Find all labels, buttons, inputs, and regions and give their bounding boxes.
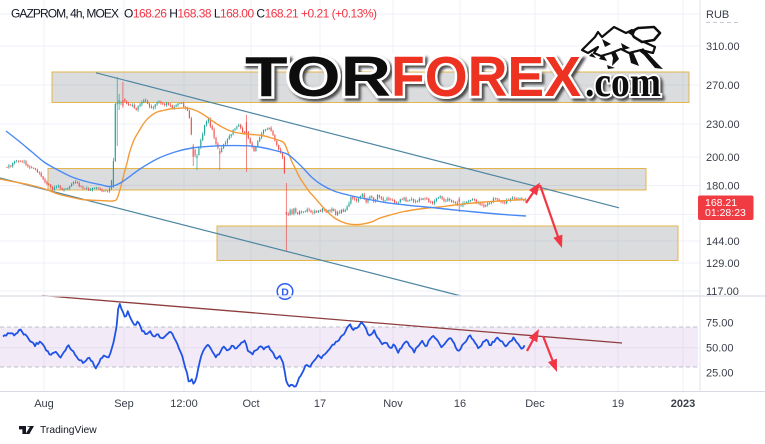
svg-text:12:00: 12:00 xyxy=(170,398,198,410)
svg-text:RUB: RUB xyxy=(706,9,729,21)
svg-text:Oct: Oct xyxy=(242,398,259,410)
svg-text:310.00: 310.00 xyxy=(706,41,740,53)
svg-text:01:28:23: 01:28:23 xyxy=(705,207,746,219)
svg-text:230.00: 230.00 xyxy=(706,119,740,131)
svg-text:144.00: 144.00 xyxy=(706,236,740,248)
svg-text:50.00: 50.00 xyxy=(706,343,734,355)
svg-text:25.00: 25.00 xyxy=(706,368,734,380)
svg-text:Aug: Aug xyxy=(34,398,54,410)
svg-text:FOREX: FOREX xyxy=(391,45,581,109)
svg-text:200.00: 200.00 xyxy=(706,152,740,164)
svg-text:17: 17 xyxy=(314,398,326,410)
svg-text:Nov: Nov xyxy=(383,398,403,410)
svg-text:117.00: 117.00 xyxy=(706,286,739,298)
svg-text:19: 19 xyxy=(612,398,624,410)
svg-text:2023: 2023 xyxy=(671,398,695,410)
svg-text:129.00: 129.00 xyxy=(706,258,740,270)
svg-text:270.00: 270.00 xyxy=(706,80,740,92)
svg-text:GAZPROM, 4h, MOEX: GAZPROM, 4h, MOEX xyxy=(11,7,119,21)
svg-text:Sep: Sep xyxy=(114,398,134,410)
svg-text:O168.26 H168.38 L168.00 C168.2: O168.26 H168.38 L168.00 C168.21 +0.21 (+… xyxy=(124,7,377,21)
svg-text:TOR: TOR xyxy=(245,45,391,109)
svg-text:180.00: 180.00 xyxy=(706,181,740,193)
svg-text:168.21: 168.21 xyxy=(705,197,737,209)
svg-text:.com: .com xyxy=(585,60,661,106)
svg-text:TradingView: TradingView xyxy=(40,425,97,436)
svg-text:75.00: 75.00 xyxy=(706,318,734,330)
svg-text:16: 16 xyxy=(454,398,466,410)
svg-text:Dec: Dec xyxy=(525,398,545,410)
svg-text:D: D xyxy=(281,286,289,298)
